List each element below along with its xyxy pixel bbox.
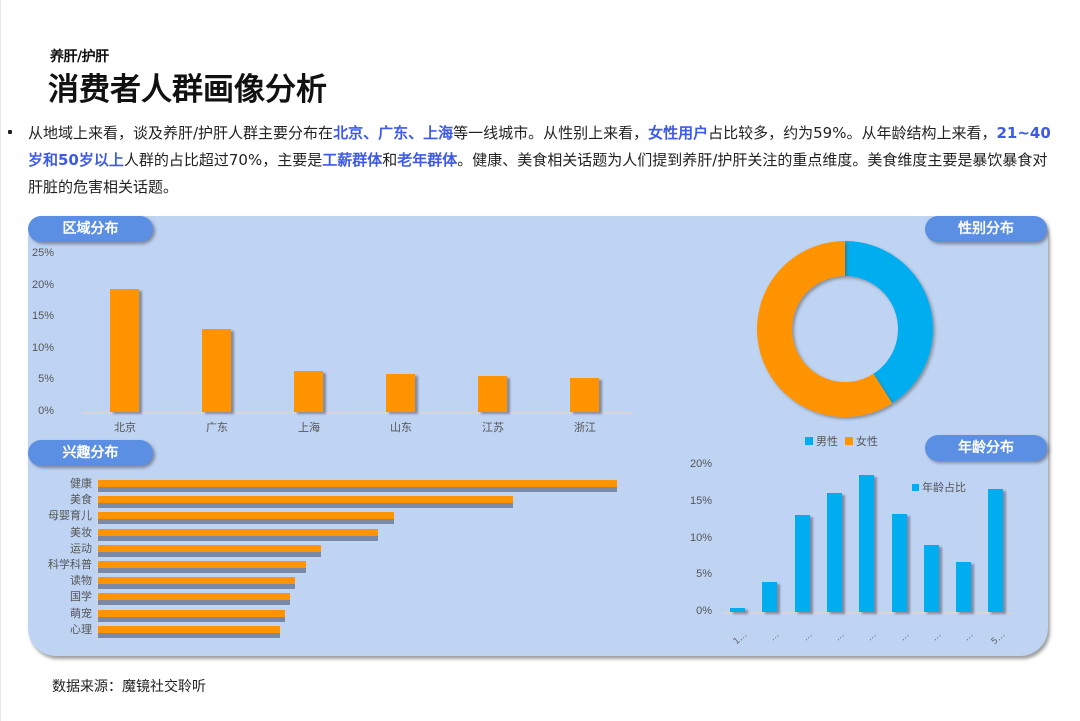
legend-swatch-icon [805, 437, 813, 445]
y-axis-tick: 20% [689, 458, 712, 470]
left-edge-rule [0, 0, 1, 721]
region-distribution-tag: 区域分布 [28, 216, 153, 242]
legend-label: 男性 [816, 435, 838, 448]
age-bar [859, 475, 875, 612]
y-axis-tick: 25% [31, 247, 54, 259]
data-source-note: 数据来源：魔镜社交聆听 [52, 679, 206, 695]
x-axis-label: 浙江 [574, 421, 596, 434]
donut-slice-male [845, 241, 933, 404]
y-axis-label: 国学 [70, 590, 92, 604]
region-bar [478, 375, 507, 412]
y-axis-tick: 15% [689, 494, 712, 507]
summary-text: 占比较多，约为59%。从年龄结构上来看， [708, 124, 997, 142]
summary-text: 和 [382, 151, 398, 169]
y-axis-label: 心理 [70, 622, 92, 636]
age-bar [826, 492, 842, 612]
interest-bar [98, 561, 306, 568]
x-axis-line [722, 612, 1012, 614]
bullet-icon [8, 130, 12, 134]
y-axis-label: 健康 [70, 477, 92, 490]
legend-swatch-icon [912, 483, 919, 491]
summary-text: 等一线城市。从性别上来看， [453, 124, 649, 142]
y-axis-tick: 10% [31, 341, 54, 354]
y-axis-line [97, 476, 98, 641]
x-axis-label: 广东 [206, 421, 228, 434]
age-distribution-tag: 年龄分布 [925, 435, 1047, 461]
x-axis-line [82, 412, 632, 414]
region-bar [386, 374, 415, 412]
y-axis-tick: 0% [696, 605, 712, 617]
age-bar [891, 514, 907, 612]
summary-paragraph: 从地域上来看，谈及养肝/护肝人群主要分布在北京、广东、上海等一线城市。从性别上来… [28, 120, 1058, 201]
x-axis-label: 山东 [390, 421, 412, 434]
y-axis-tick: 5% [38, 373, 54, 386]
region-bar [294, 370, 323, 412]
y-axis-tick: 0% [38, 405, 54, 417]
y-axis-tick: 15% [31, 310, 54, 323]
highlight-text: 女性用户 [648, 124, 709, 142]
highlight-text: 北京、广东、上海 [333, 124, 454, 142]
y-axis-label: 读物 [70, 574, 92, 588]
region-bar [202, 329, 231, 412]
y-axis-label: 美食 [70, 493, 92, 507]
highlight-text: 老年群体 [397, 151, 458, 169]
interest-bar [98, 625, 280, 633]
interest-bar [98, 496, 514, 504]
y-axis-label: 萌宠 [70, 606, 92, 620]
age-bar [923, 545, 939, 612]
y-axis-label: 母婴育儿 [48, 509, 92, 523]
summary-text: 。健康、美食相关话题为人们提到养肝/护肝关注的重点维度。美食维度主要是暴饮暴食对… [28, 151, 1048, 196]
x-axis-label: 上海 [298, 421, 320, 434]
interest-bar [98, 609, 285, 617]
age-bar [988, 489, 1004, 612]
donut-svg [757, 241, 933, 417]
charts-panel: 区域分布 0% 5% 10% 15% 20% 25% 北京 广东 上海 山东 江苏 浙江 性别分布 男… [28, 216, 1048, 656]
interest-bar [98, 577, 296, 585]
interest-bar [98, 593, 291, 601]
page-title: 消费者人群画像分析 [48, 72, 327, 108]
donut-slice-female [757, 241, 893, 417]
summary-text: 从地域上来看，谈及养肝/护肝人群主要分布在 [28, 124, 334, 142]
y-axis-label: 科学科普 [48, 558, 92, 571]
gender-legend: 男性 女性 [805, 433, 878, 449]
age-bar [794, 514, 810, 612]
region-bar [570, 377, 599, 412]
age-bar [956, 562, 972, 612]
interest-bar [98, 512, 394, 520]
x-axis-label: 北京 [114, 421, 136, 434]
summary-text: 人群的占比超过70%，主要是 [123, 151, 323, 169]
highlight-text: 工薪群体 [322, 151, 383, 169]
y-axis-tick: 5% [696, 568, 712, 581]
legend-label: 女性 [856, 435, 878, 448]
interest-distribution-tag: 兴趣分布 [28, 440, 153, 466]
interest-bar [98, 528, 379, 536]
age-bar [730, 608, 745, 612]
y-axis-tick: 20% [31, 278, 54, 291]
page-subtitle: 养肝/护肝 [50, 49, 109, 65]
interest-bar [98, 480, 617, 487]
highlight-text: 21~40岁和50岁以上 [28, 124, 1051, 169]
interest-bar [98, 544, 322, 552]
age-legend: 年龄占比 [912, 479, 966, 495]
y-axis-label: 美妆 [70, 525, 92, 539]
age-bar [762, 581, 778, 612]
x-axis-label: 江苏 [482, 421, 504, 434]
gender-distribution-tag: 性别分布 [925, 216, 1047, 242]
region-bar [110, 288, 139, 412]
y-axis-label: 运动 [70, 541, 92, 555]
y-axis-tick: 10% [689, 531, 712, 544]
legend-label: 年龄占比 [922, 481, 966, 494]
legend-swatch-icon [845, 437, 853, 445]
